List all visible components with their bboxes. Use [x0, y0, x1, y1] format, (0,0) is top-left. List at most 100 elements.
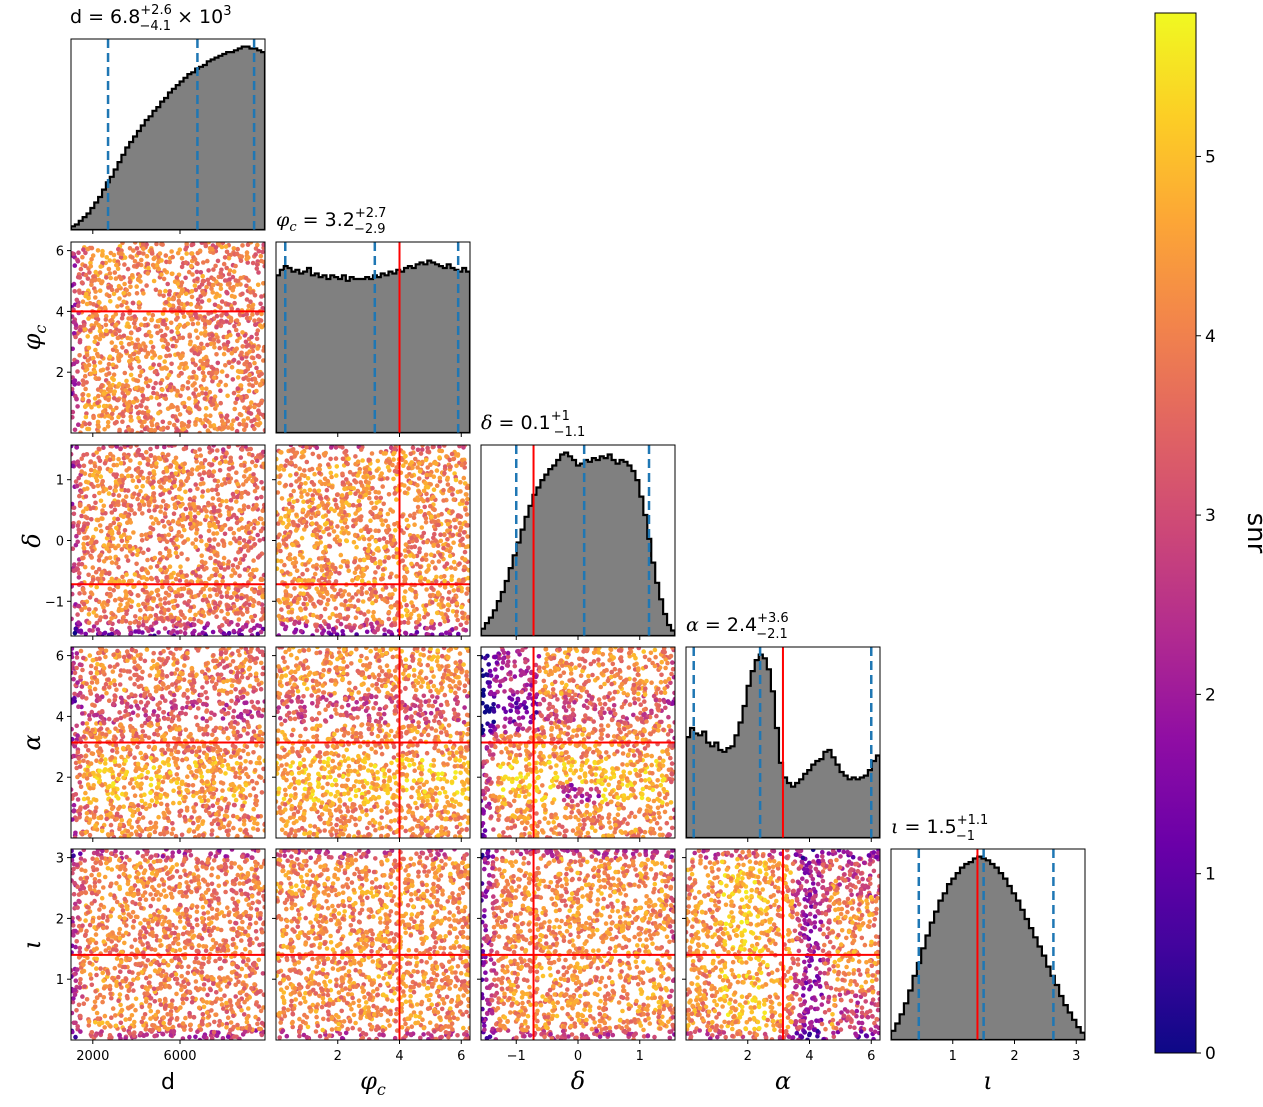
scatter-point — [95, 517, 101, 523]
scatter-point — [128, 503, 134, 509]
scatter-point — [141, 246, 146, 251]
scatter-point — [174, 465, 180, 471]
scatter-point — [162, 601, 168, 606]
scatter-point — [79, 423, 85, 429]
scatter-point — [260, 508, 265, 513]
scatter-point — [297, 466, 303, 472]
scatter-point — [76, 422, 81, 428]
scatter-point — [191, 369, 196, 375]
scatter-point — [246, 504, 251, 510]
scatter-point — [218, 565, 224, 570]
scatter-point — [292, 621, 297, 627]
scatter-point — [219, 608, 224, 614]
scatter-point — [104, 546, 110, 551]
scatter-point — [192, 350, 197, 356]
scatter-point — [276, 598, 281, 603]
scatter-point — [237, 535, 242, 541]
scatter-point — [103, 322, 109, 328]
scatter-point — [112, 507, 118, 513]
scatter-point — [137, 461, 143, 466]
scatter-point — [178, 609, 184, 614]
scatter-point — [78, 628, 84, 634]
scatter-point — [205, 428, 211, 433]
scatter-point — [132, 320, 137, 326]
scatter-point — [422, 576, 428, 582]
scatter-point — [426, 632, 431, 636]
scatter-point — [97, 490, 102, 496]
scatter-point — [98, 264, 103, 269]
scatter-point — [205, 277, 211, 283]
scatter-point — [218, 628, 223, 634]
scatter-point — [124, 378, 129, 384]
scatter-point — [92, 493, 97, 499]
scatter-point — [253, 322, 258, 328]
scatter-point — [216, 321, 222, 327]
panel-d-alpha — [67, 646, 266, 842]
scatter-point — [161, 318, 166, 324]
scatter-point — [145, 769, 151, 775]
scatter-point — [322, 606, 328, 612]
scatter-point — [116, 414, 121, 420]
scatter-point — [198, 305, 203, 310]
scatter-point — [233, 327, 239, 333]
scatter-point — [279, 450, 284, 455]
scatter-point — [218, 400, 223, 406]
scatter-point — [303, 481, 308, 486]
scatter-point — [84, 515, 90, 521]
scatter-point — [418, 509, 423, 514]
scatter-point — [247, 372, 252, 378]
scatter-point — [126, 426, 132, 432]
scatter-point — [338, 588, 343, 593]
scatter-point — [108, 680, 113, 686]
scatter-point — [229, 351, 235, 356]
scatter-point — [258, 253, 264, 259]
scatter-point — [193, 362, 198, 368]
scatter-point — [135, 593, 141, 598]
scatter-point — [411, 608, 417, 613]
scatter-point — [86, 607, 92, 612]
scatter-point — [80, 587, 86, 592]
scatter-point — [430, 559, 435, 565]
scatter-point — [136, 300, 142, 305]
scatter-point — [77, 493, 82, 499]
scatter-point — [220, 447, 226, 452]
scatter-point — [212, 537, 217, 542]
scatter-point — [104, 254, 109, 260]
scatter-point — [77, 571, 82, 576]
scatter-point — [108, 504, 114, 509]
scatter-point — [117, 763, 122, 768]
scatter-point — [305, 476, 311, 481]
scatter-point — [105, 419, 111, 425]
scatter-point — [188, 506, 194, 511]
scatter-point — [97, 523, 103, 528]
scatter-point — [235, 338, 240, 344]
scatter-point — [465, 496, 470, 502]
scatter-point — [258, 400, 264, 406]
scatter-point — [356, 598, 361, 603]
scatter-point — [455, 617, 461, 623]
scatter-point — [203, 242, 208, 247]
scatter-point — [207, 319, 213, 325]
scatter-point — [355, 459, 361, 465]
scatter-point — [334, 492, 340, 498]
scatter-point — [152, 255, 158, 260]
scatter-point — [451, 497, 457, 502]
scatter-point — [296, 620, 302, 625]
scatter-point — [238, 755, 243, 760]
scatter-point — [136, 602, 141, 608]
panel-frame — [70, 38, 266, 231]
scatter-point — [409, 460, 415, 465]
scatter-point — [113, 545, 118, 551]
scatter-point — [146, 508, 152, 513]
scatter-point — [392, 587, 398, 593]
scatter-point — [222, 421, 227, 427]
scatter-point — [237, 540, 242, 546]
scatter-point — [111, 492, 116, 498]
scatter-point — [248, 545, 254, 550]
scatter-point — [140, 393, 146, 398]
scatter-point — [93, 500, 98, 506]
scatter-point — [141, 575, 147, 580]
scatter-point — [140, 386, 145, 392]
scatter-point — [135, 653, 141, 658]
scatter-point — [220, 538, 225, 543]
